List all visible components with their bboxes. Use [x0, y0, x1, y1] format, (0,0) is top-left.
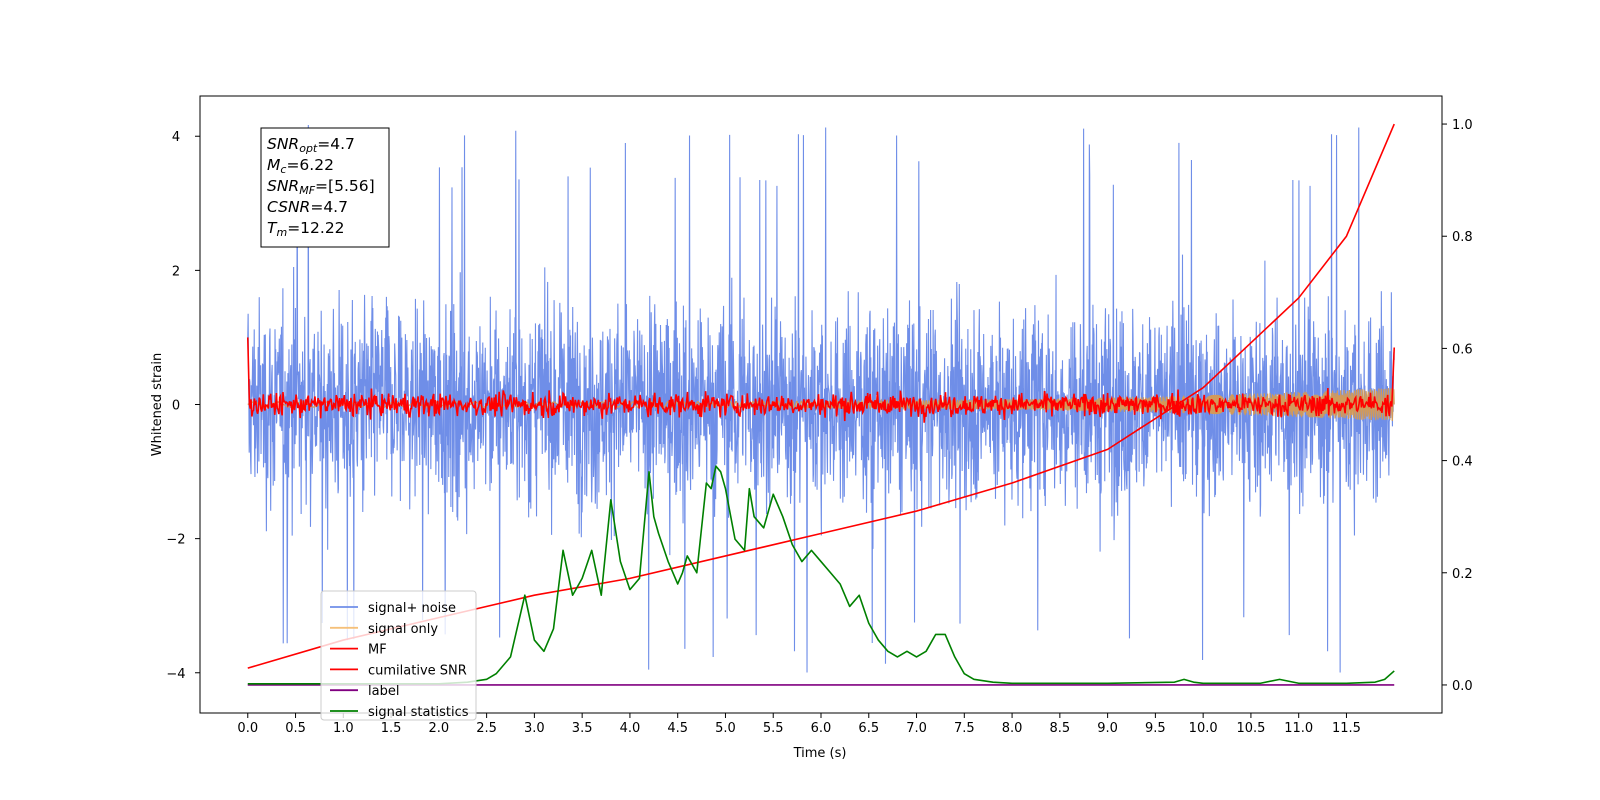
- x-tick-label: 4.5: [667, 721, 688, 736]
- legend-label: MF: [368, 643, 387, 658]
- annotation-line: SNRopt=4.7: [267, 135, 355, 155]
- x-tick-label: 8.5: [1050, 721, 1071, 736]
- legend: signal+ noise signal only MF cumilative SNR…: [320, 590, 477, 721]
- x-tick-label: 7.5: [954, 721, 975, 736]
- legend-frame: [320, 590, 477, 721]
- y-tick-label: 4: [172, 130, 180, 145]
- y-tick-label: 2: [172, 264, 180, 279]
- y2-tick-label: 1.0: [1452, 118, 1473, 133]
- annotation-line: CSNR=4.7: [267, 198, 348, 216]
- annotation-line: Tm=12.22: [267, 219, 345, 239]
- x-tick-label: 1.0: [333, 721, 354, 736]
- annotation-line: SNRMF=[5.56]: [267, 177, 375, 197]
- y-tick-label: −2: [166, 533, 185, 548]
- legend-label: signal only: [368, 622, 438, 637]
- y2-tick-label: 0.6: [1452, 342, 1473, 357]
- y-axis-label: Whitened strain: [150, 353, 165, 456]
- x-tick-label: 10.5: [1236, 721, 1265, 736]
- legend-label: cumilative SNR: [368, 663, 467, 678]
- x-tick-label: 5.5: [763, 721, 784, 736]
- annotation-frame: [260, 127, 390, 248]
- x-tick-label: 2.0: [429, 721, 450, 736]
- x-tick-label: 6.5: [858, 721, 879, 736]
- legend-label: signal+ noise: [368, 601, 456, 616]
- x-tick-label: 3.5: [572, 721, 593, 736]
- x-tick-label: 8.0: [1002, 721, 1023, 736]
- x-tick-label: 0.0: [237, 721, 258, 736]
- x-tick-label: 11.0: [1284, 721, 1313, 736]
- x-tick-label: 5.0: [715, 721, 736, 736]
- y-tick-label: −4: [166, 667, 185, 682]
- y-axis-right: 1.0 0.8 0.6 0.4 0.2 0.0: [1442, 118, 1473, 694]
- x-tick-label: 7.0: [906, 721, 927, 736]
- y2-tick-label: 0.0: [1452, 679, 1473, 694]
- y2-tick-label: 0.8: [1452, 230, 1473, 245]
- x-tick-label: 9.0: [1097, 721, 1118, 736]
- x-tick-label: 10.0: [1189, 721, 1218, 736]
- annotation-line: Mc=6.22: [267, 156, 334, 176]
- x-tick-label: 6.0: [811, 721, 832, 736]
- x-tick-label: 1.5: [381, 721, 402, 736]
- y-tick-label: 0: [172, 399, 180, 414]
- legend-label: label: [368, 684, 399, 699]
- x-tick-label: 11.5: [1332, 721, 1361, 736]
- x-tick-label: 2.5: [476, 721, 497, 736]
- legend-items: signal+ noise signal only MF cumilative SNR…: [330, 601, 469, 720]
- series-mf-line: [246, 337, 1396, 423]
- y2-tick-label: 0.2: [1452, 567, 1473, 582]
- y2-tick-label: 0.4: [1452, 455, 1473, 470]
- series-signal-statistics-line: [247, 465, 1395, 685]
- x-tick-label: 0.5: [285, 721, 306, 736]
- x-axis: 0.0 0.5 1.0 1.5 2.0 2.5 3.0 3.5 4.0 4.5 5.0 5.5 6.0 6…: [237, 713, 1361, 736]
- x-axis-label: Time (s): [793, 746, 847, 761]
- x-tick-label: 4.0: [620, 721, 641, 736]
- y-axis-left: 4 2 0 −2 −4: [166, 130, 200, 682]
- x-tick-label: 3.0: [524, 721, 545, 736]
- x-tick-label: 9.5: [1145, 721, 1166, 736]
- legend-label: signal statistics: [368, 705, 469, 720]
